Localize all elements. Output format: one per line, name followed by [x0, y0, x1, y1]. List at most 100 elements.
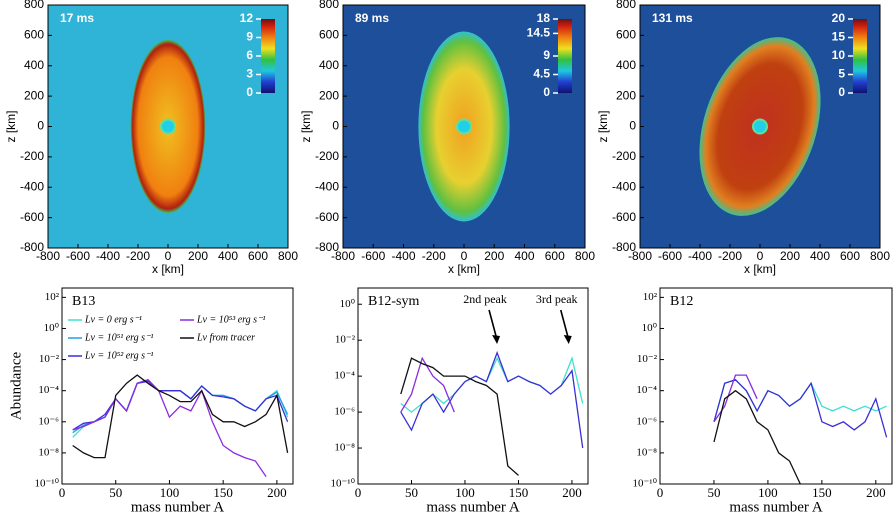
y-tick-label: 600	[616, 28, 636, 42]
y-axis-label: z [km]	[596, 111, 610, 143]
y-axis-label: z [km]	[4, 111, 18, 143]
core	[752, 118, 768, 135]
y-tick-label: 10⁰	[642, 322, 658, 334]
colorbar-tick-label: 14.5	[527, 26, 551, 40]
x-tick-label: 400	[514, 249, 534, 263]
panel-title: 89 ms	[355, 11, 389, 25]
x-tick-label: 0	[657, 485, 664, 500]
x-tick-label: 100	[455, 485, 475, 500]
y-tick-label: 200	[319, 88, 339, 102]
colorbar-tick-label: 3	[246, 67, 253, 81]
panel-title: 17 ms	[60, 11, 94, 25]
y-tick-label: -200	[315, 149, 339, 163]
y-tick-label: 0	[37, 119, 44, 133]
colorbar-tick-label: 9	[246, 30, 253, 44]
series-line	[400, 357, 519, 476]
series-line	[713, 379, 887, 422]
core	[456, 118, 472, 135]
x-tick-label: 150	[213, 485, 233, 500]
x-tick-label: -600	[658, 249, 682, 263]
y-tick-label: -800	[315, 240, 339, 254]
y-axis-label: Abundance	[8, 352, 24, 421]
x-tick-label: 200	[267, 485, 287, 500]
x-axis-label: mass number A	[729, 499, 822, 515]
y-tick-label: 10⁻¹⁰	[34, 478, 59, 490]
x-tick-label: -200	[718, 249, 742, 263]
y-tick-label: 10⁻⁶	[38, 415, 59, 427]
y-tick-label: -400	[315, 179, 339, 193]
series-line	[72, 380, 289, 431]
annotation: 2nd peak	[463, 292, 507, 306]
series-line	[72, 374, 289, 459]
x-tick-label: 200	[188, 249, 208, 263]
panel: 0 50 100 150 200 10⁻¹⁰ 10⁻⁸ 10⁻⁶ 10⁻⁴ 10⁻² 10⁰ 10² B…	[8, 287, 294, 515]
legend-label: Lν = 10⁵² erg s⁻¹	[84, 350, 153, 361]
plot-frame	[659, 287, 893, 485]
y-tick-label: -600	[612, 210, 636, 224]
series-line	[72, 379, 289, 438]
x-axis-label: mass number A	[131, 499, 224, 515]
panel: -800 -600 -400 -200 0 200 400 600 800-800-600-40…	[596, 0, 890, 276]
y-tick-label: -400	[20, 179, 44, 193]
y-tick-label: 800	[319, 0, 339, 11]
y-tick-label: 10⁻⁸	[38, 446, 59, 458]
y-tick-label: 400	[616, 58, 636, 72]
x-tick-label: 600	[840, 249, 860, 263]
annotation-arrow	[559, 309, 570, 341]
colorbar-tick-label: 5	[838, 67, 845, 81]
x-tick-label: 50	[109, 485, 122, 500]
series-line	[713, 389, 801, 484]
y-tick-label: 10⁻²	[637, 353, 658, 365]
series-line	[400, 356, 455, 413]
y-tick-label: 10⁻⁸	[636, 446, 657, 458]
y-tick-label: 600	[319, 28, 339, 42]
y-tick-label: -600	[315, 210, 339, 224]
colorbar-tick-label: 15	[832, 30, 846, 44]
y-tick-label: 10⁻⁴	[334, 370, 355, 382]
x-tick-label: 200	[484, 249, 504, 263]
x-tick-label: 800	[870, 249, 890, 263]
legend-label: Lν from tracer	[196, 332, 255, 343]
panel: -800 -600 -400 -200 0 200 400 600 800-800-600-40…	[299, 0, 595, 276]
colorbar-tick-label: 10	[832, 48, 846, 62]
colorbar-tick-label: 6	[246, 48, 253, 62]
plot-frame	[357, 287, 589, 485]
y-tick-label: 10⁻⁴	[636, 384, 657, 396]
panel-title: B13	[72, 294, 95, 309]
annotation: 3rd peak	[536, 292, 578, 306]
y-tick-label: 0	[332, 119, 339, 133]
plot-frame	[61, 287, 294, 485]
x-tick-label: 200	[780, 249, 800, 263]
y-tick-label: -600	[20, 210, 44, 224]
legend-label: Lν = 0 erg s⁻¹	[84, 314, 142, 325]
panel: 0 50 100 150 200 10⁻¹⁰ 10⁻⁸ 10⁻⁶ 10⁻⁴ 10⁻² 10⁰ 10² B…	[632, 287, 893, 515]
y-tick-label: 800	[616, 0, 636, 11]
y-tick-label: 10⁻²	[39, 353, 60, 365]
x-tick-label: -800	[628, 249, 652, 263]
y-tick-label: 600	[24, 28, 44, 42]
x-tick-label: 800	[278, 249, 298, 263]
y-tick-label: -400	[612, 179, 636, 193]
x-tick-label: -200	[126, 249, 150, 263]
x-tick-label: 50	[405, 485, 418, 500]
arrow-head	[492, 335, 501, 344]
y-tick-label: 10⁻⁶	[334, 406, 355, 418]
x-tick-label: 0	[461, 249, 468, 263]
colorbar-tick-label: 18	[537, 11, 551, 25]
panel: -800 -600 -400 -200 0 200 400 600 800-800-600-40…	[4, 0, 298, 276]
colorbar-tick-label: 0	[543, 85, 550, 99]
panel-title: B12-sym	[368, 294, 419, 309]
x-tick-label: 800	[575, 249, 595, 263]
x-tick-label: 0	[757, 249, 764, 263]
x-tick-label: 600	[248, 249, 268, 263]
x-tick-label: 0	[355, 485, 362, 500]
y-tick-label: 200	[616, 88, 636, 102]
y-tick-label: 0	[629, 119, 636, 133]
colorbar	[853, 19, 867, 93]
x-tick-label: 0	[165, 249, 172, 263]
colorbar-tick-label: 20	[832, 11, 846, 25]
x-tick-label: -200	[422, 249, 446, 263]
x-tick-label: 50	[707, 485, 720, 500]
legend-label: Lν = 10⁵³ erg s⁻¹	[196, 314, 265, 325]
